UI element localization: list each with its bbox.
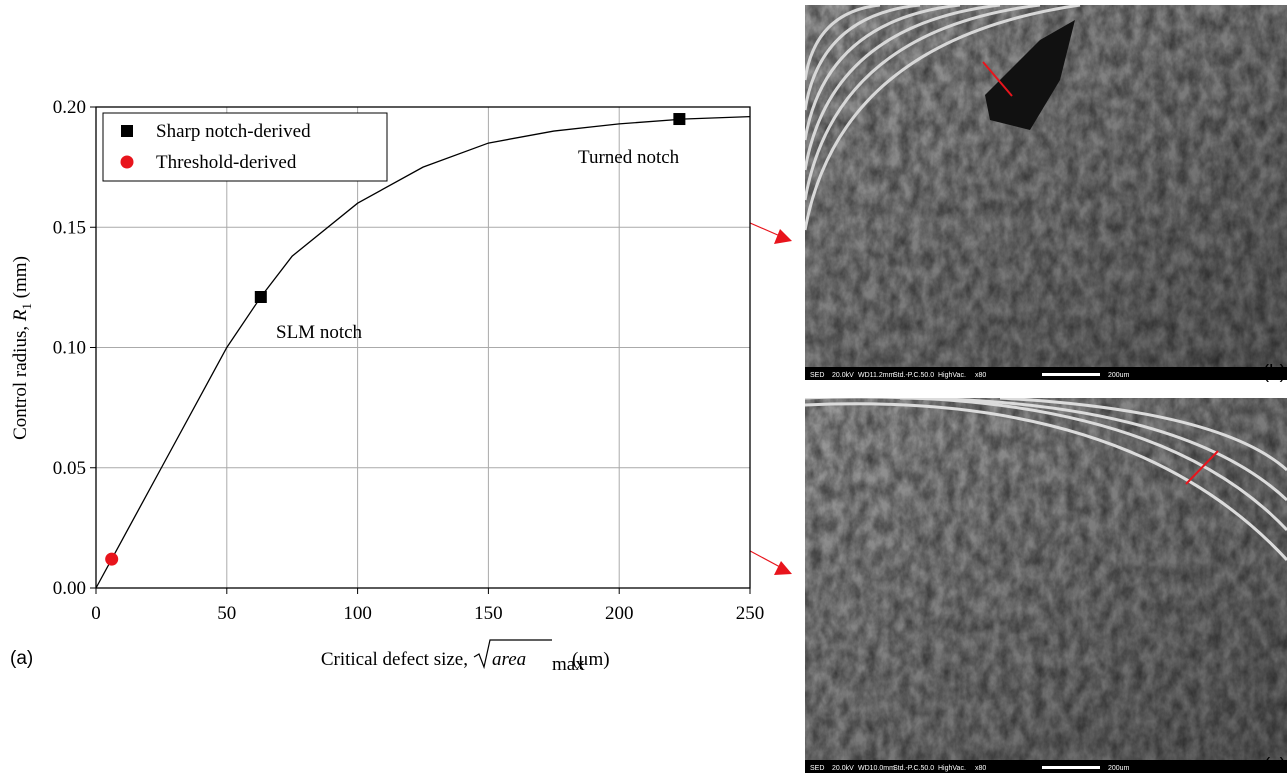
x-tick-label: 50 (217, 603, 236, 624)
annotation: Turned notch (578, 147, 680, 168)
sem-info: HighVac. (938, 372, 966, 379)
sem-info: WD10.0mm (858, 765, 895, 772)
figure: 0 50 100 150 200 250 0.00 0.05 0.10 0.15 0.20 Sharp… (0, 0, 1287, 773)
sem-info: SED (810, 765, 824, 772)
panel-label: (b) (1263, 362, 1286, 383)
legend-label: Sharp notch-derived (156, 121, 311, 142)
y-tick-label: 0.20 (53, 97, 86, 118)
annotation: SLM notch (276, 322, 363, 343)
legend: Sharp notch-derived Threshold-derived (103, 113, 387, 181)
sem-info: 20.0kV (832, 372, 854, 379)
y-tick-label: 0.05 (53, 458, 86, 479)
marker-square (673, 113, 685, 125)
x-tick-label: 100 (343, 603, 372, 624)
marker-circle (105, 553, 118, 566)
sem-info: Std.-P.C.50.0 (893, 372, 934, 379)
plot: 0 50 100 150 200 250 0.00 0.05 0.10 0.15 0.20 Sharp… (53, 97, 765, 624)
x-tick-label: 250 (736, 603, 765, 624)
scale-bar (1042, 373, 1100, 376)
sem-info: x80 (975, 372, 986, 379)
arrow-head (774, 561, 792, 575)
svg-text:(μm): (μm) (572, 649, 610, 670)
y-axis-label: Control radius, R1 (mm) (10, 256, 34, 440)
arrow-head (774, 229, 792, 244)
y-tick-label: 0.10 (53, 338, 86, 359)
legend-label: Threshold-derived (156, 152, 297, 173)
svg-text:Critical defect size,: Critical defect size, (321, 649, 468, 670)
sem-info: Std.-P.C.50.0 (893, 765, 934, 772)
sem-info: WD11.2mm (858, 372, 895, 379)
marker-square (255, 291, 267, 303)
y-tick-label: 0.00 (53, 578, 86, 599)
sem-info: x80 (975, 765, 986, 772)
scale-bar (1042, 766, 1100, 769)
sem-info: 200um (1108, 765, 1130, 772)
marker-circle (121, 156, 134, 169)
x-axis-label: Critical defect size, area max (μm) (321, 640, 610, 675)
marker-square (121, 125, 133, 137)
panel-label: (c) (1264, 755, 1286, 773)
sem-info: SED (810, 372, 824, 379)
sem-info: 20.0kV (832, 765, 854, 772)
svg-text:area: area (492, 649, 526, 670)
sem-image-b (805, 5, 1287, 380)
panel-label: (a) (10, 648, 33, 669)
sem-info: 200um (1108, 372, 1130, 379)
x-tick-label: 200 (605, 603, 634, 624)
y-tick-label: 0.15 (53, 217, 86, 238)
x-tick-label: 150 (474, 603, 503, 624)
sem-info: HighVac. (938, 765, 966, 772)
x-tick-label: 0 (91, 603, 101, 624)
